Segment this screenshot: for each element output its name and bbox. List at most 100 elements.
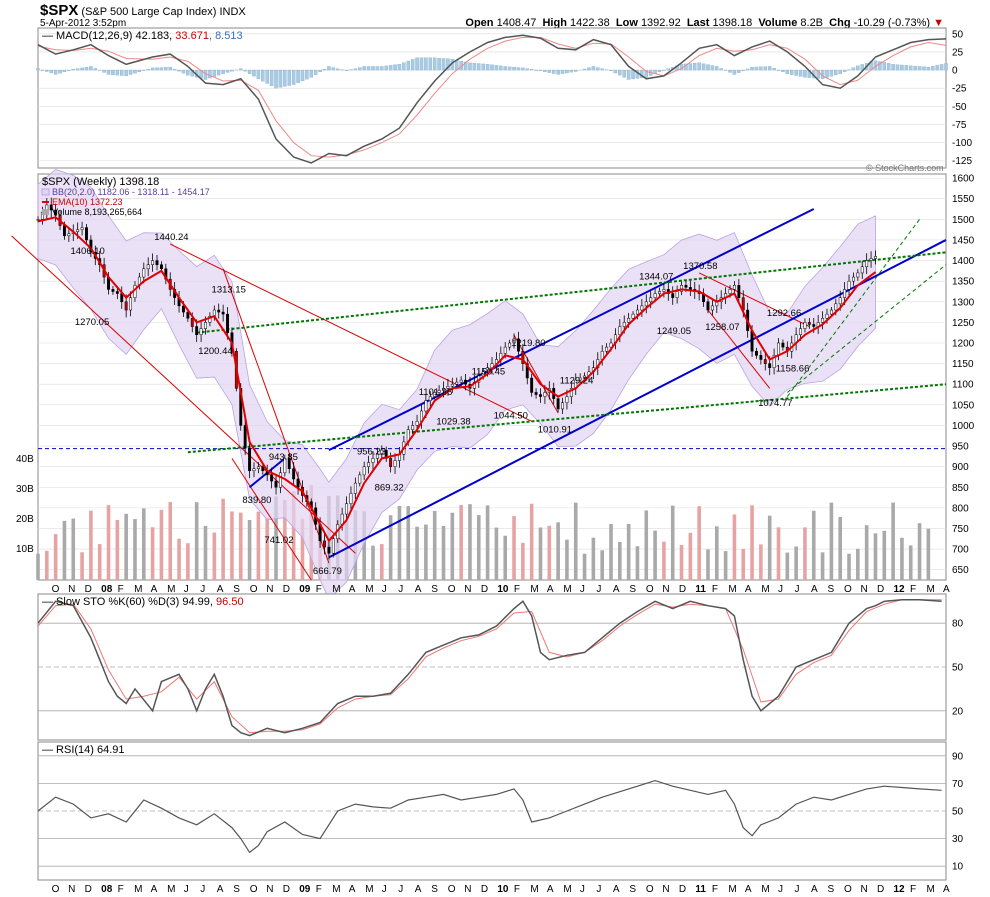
macd-histogram-bar <box>75 68 80 71</box>
macd-histogram-bar <box>521 67 525 71</box>
macd-histogram-bar <box>547 69 552 73</box>
macd-histogram-bar <box>335 68 340 71</box>
macd-histogram-bar <box>428 57 433 71</box>
macd-histogram-bar <box>481 63 485 71</box>
price-candle <box>331 538 335 554</box>
rsi-x-tick-label: O <box>646 884 654 895</box>
macd-tick-label: 25 <box>952 47 964 58</box>
macd-histogram-bar <box>181 69 186 74</box>
macd-histogram-bar <box>842 69 847 72</box>
macd-histogram-bar <box>111 69 115 75</box>
price-annotation: 1010.91 <box>538 424 572 435</box>
macd-histogram-bar <box>278 69 283 88</box>
macd-histogram-bar <box>569 69 574 73</box>
price-candle <box>256 466 260 469</box>
price-candle <box>658 291 661 294</box>
price-candle <box>803 322 807 329</box>
volume-bar <box>767 515 772 580</box>
price-candle <box>80 227 84 230</box>
red-trend-line <box>11 235 356 554</box>
price-x-tick-label: 08 <box>101 584 113 595</box>
volume-bar <box>794 546 798 580</box>
price-candle <box>525 363 529 379</box>
rsi-tick-label: 50 <box>952 807 964 818</box>
volume-bar <box>529 503 534 580</box>
price-candle <box>226 313 229 333</box>
rsi-tick-label: 30 <box>952 834 964 845</box>
macd-histogram-bar <box>102 69 106 73</box>
price-candle <box>124 301 128 311</box>
sto-k-line <box>37 599 942 737</box>
macd-histogram-bar <box>587 67 591 71</box>
price-x-tick-label: M <box>365 584 373 595</box>
macd-histogram-bar <box>838 69 842 74</box>
macd-histogram-bar <box>666 68 671 71</box>
rsi-x-tick-label: N <box>68 884 75 895</box>
macd-histogram-bar <box>84 67 89 71</box>
rsi-x-tick-label: M <box>134 884 142 895</box>
macd-histogram-bar <box>776 69 781 71</box>
macd-histogram-bar <box>688 63 693 71</box>
rsi-x-tick-label: A <box>811 884 818 895</box>
volume-bar <box>882 530 887 580</box>
rsi-x-tick-label: A <box>415 884 422 895</box>
price-candle <box>278 472 282 488</box>
macd-histogram-bar <box>150 67 155 71</box>
price-candle <box>640 305 644 311</box>
price-candle <box>349 493 353 504</box>
volume-bar <box>115 519 120 580</box>
price-candle <box>85 227 88 241</box>
volume-bar <box>785 552 790 580</box>
price-candle <box>243 425 247 449</box>
rsi-x-tick-label: D <box>283 884 290 895</box>
rsi-x-tick-label: 12 <box>893 884 905 895</box>
price-x-tick-label: J <box>398 584 403 595</box>
price-tick-label: 1600 <box>952 174 975 185</box>
price-candle <box>367 462 371 467</box>
rsi-x-tick-label: 10 <box>497 884 509 895</box>
red-trend-line <box>222 268 330 564</box>
macd-histogram-bar <box>529 69 534 71</box>
sto-tick-label: 20 <box>952 706 964 717</box>
volume-bar <box>212 532 217 580</box>
price-candle <box>455 381 459 385</box>
macd-histogram-bar <box>93 68 98 71</box>
volume-bar <box>864 525 869 580</box>
macd-histogram-bar <box>393 64 397 71</box>
price-x-tick-label: N <box>68 584 75 595</box>
rsi-x-tick-label: J <box>398 884 403 895</box>
price-x-tick-label: S <box>629 584 636 595</box>
price-annotation: 1074.77 <box>758 398 792 409</box>
down-arrow-icon: ▼ <box>933 17 944 29</box>
macd-histogram-bar <box>543 69 547 72</box>
open-value: 1408.47 <box>496 17 537 29</box>
price-candle <box>759 355 763 360</box>
price-x-tick-label: J <box>580 584 585 595</box>
price-candle <box>609 342 613 348</box>
price-x-tick-label: F <box>712 584 718 595</box>
sto-legend-label: — Slow STO %K(60) %D(3) 94.99, <box>42 596 216 608</box>
price-candle <box>706 301 710 311</box>
rsi-x-tick-label: A <box>217 884 224 895</box>
macd-histogram-bar <box>922 66 926 71</box>
macd-tick-label: -125 <box>952 156 972 167</box>
price-candle <box>274 480 278 488</box>
price-tick-label: 1200 <box>952 338 975 349</box>
price-x-tick-label: S <box>233 584 240 595</box>
macd-histogram-bar <box>388 65 393 71</box>
volume-tick-label: 10B <box>16 544 34 555</box>
volume-bar <box>917 523 922 580</box>
price-x-tick-label: J <box>184 584 189 595</box>
volume-bar <box>45 550 49 580</box>
macd-histogram-bar <box>622 69 626 78</box>
rsi-x-tick-label: F <box>712 884 718 895</box>
price-candle <box>680 285 683 292</box>
rsi-x-tick-label: D <box>85 884 92 895</box>
macd-histogram-bar <box>137 69 142 73</box>
volume-bar <box>609 523 613 580</box>
price-candle <box>847 280 851 290</box>
price-candle <box>684 285 688 288</box>
rsi-line <box>37 779 942 854</box>
open-label: Open <box>465 17 494 29</box>
macd-histogram-bar <box>463 61 468 71</box>
